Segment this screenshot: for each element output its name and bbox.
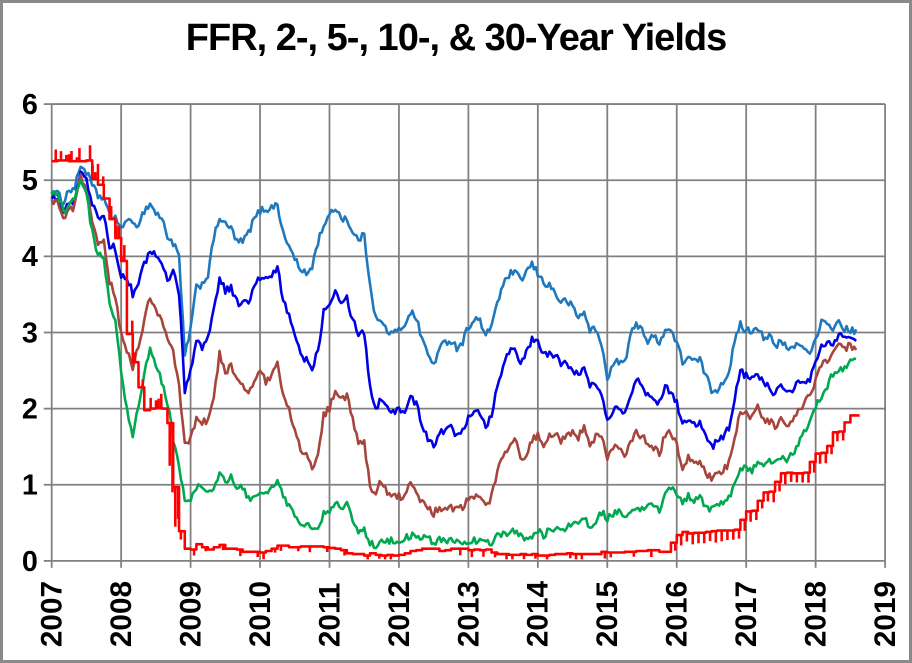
x-axis-label: 2012 — [383, 581, 416, 647]
y-axis-label: 2 — [22, 394, 38, 426]
x-axis-label: 2010 — [244, 581, 277, 647]
series-line-30-year-yield — [50, 165, 858, 395]
series-line-2-year-yield — [50, 178, 857, 550]
chart-title: FFR, 2-, 5-, 10-, & 30-Year Yields — [185, 17, 727, 59]
x-axis-label: 2018 — [800, 581, 833, 647]
series-line-10-year-yield — [50, 170, 858, 451]
y-axis-label: 4 — [22, 241, 38, 273]
x-axis-label: 2011 — [313, 583, 346, 647]
y-axis-label: 3 — [22, 317, 38, 349]
x-axis-label: 2009 — [175, 581, 208, 647]
y-axis-label: 0 — [22, 546, 38, 578]
x-axis-label: 2017 — [730, 581, 763, 647]
x-axis-label: 2014 — [522, 581, 555, 648]
series-line-5-year-yield — [50, 173, 858, 518]
y-axis-label: 5 — [22, 165, 38, 197]
yield-chart-canvas: 0 1 2 3 4 5 6 2007 2008 2009 2010 2011 2012 2013 2014 2… — [22, 89, 902, 648]
x-axis-label: 2015 — [591, 581, 624, 647]
x-axis-label: 2019 — [869, 581, 902, 647]
x-axis-label: 2013 — [452, 581, 485, 647]
x-axis-label: 2016 — [661, 581, 694, 647]
y-axis-label: 1 — [22, 470, 38, 502]
x-axis-label: 2007 — [36, 581, 69, 647]
x-axis-label: 2008 — [105, 581, 138, 647]
y-axis-label: 6 — [22, 89, 38, 121]
series-line-ffr — [51, 145, 860, 560]
